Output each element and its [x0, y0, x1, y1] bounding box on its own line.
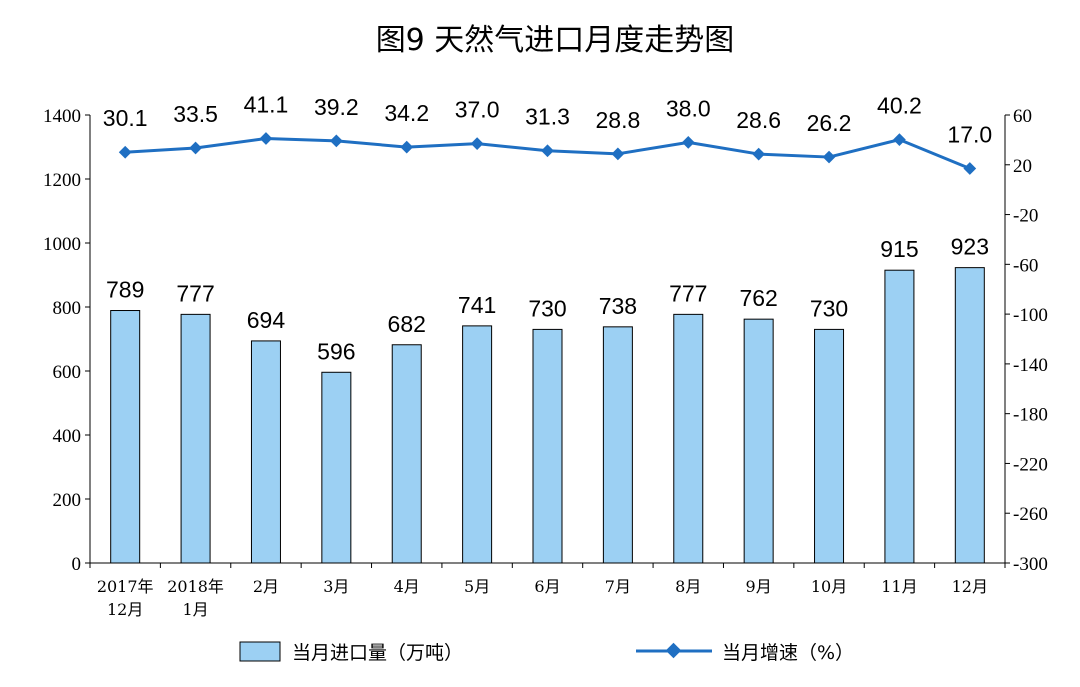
bar-data-label: 923: [951, 234, 989, 260]
y-right-tick-label: -100: [1013, 305, 1048, 326]
growth-data-label: 31.3: [525, 104, 570, 130]
bar: [462, 325, 493, 564]
growth-point: [189, 141, 202, 155]
x-tick-label: 5月: [464, 577, 490, 596]
growth-point: [329, 134, 343, 148]
growth-data-label: 37.0: [455, 97, 500, 123]
growth-point: [752, 147, 766, 161]
growth-data-label: 26.2: [807, 110, 852, 136]
bar: [954, 267, 985, 564]
legend: 当月进口量（万吨） 当月增速（%）: [239, 641, 854, 664]
growth-data-label: 41.1: [244, 92, 289, 118]
growth-point: [963, 162, 977, 175]
y-left-tick-label: 600: [53, 362, 82, 383]
bar-data-label: 777: [176, 280, 214, 306]
x-tick-label: 2月: [253, 577, 279, 596]
y-right-tick-label: -300: [1013, 554, 1048, 575]
growth-point: [893, 133, 906, 147]
growth-data-label: 28.8: [596, 107, 641, 133]
y-right-tick-label: -140: [1013, 355, 1048, 376]
bar-data-label: 682: [388, 311, 426, 337]
bar-data-label: 777: [669, 280, 707, 306]
y-left-tick-label: 1400: [43, 106, 81, 127]
bar-data-label: 789: [106, 277, 144, 303]
bar: [391, 344, 422, 564]
bar-data-label: 730: [810, 295, 848, 321]
x-tick-label: 9月: [746, 577, 772, 596]
y-right-tick-label: 60: [1013, 106, 1032, 127]
y-left-tick-label: 200: [53, 490, 82, 511]
growth-data-label: 34.2: [384, 100, 429, 126]
bar-data-label: 741: [458, 292, 496, 318]
x-tick-label: 12月: [952, 577, 988, 596]
growth-point: [400, 140, 414, 154]
bar: [814, 328, 845, 564]
y-right-tick-label: -220: [1013, 454, 1048, 475]
x-tick-label: 11月: [881, 577, 917, 596]
growth-point: [541, 144, 554, 158]
legend-line-marker: [665, 642, 682, 659]
legend-bar-label: 当月进口量（万吨）: [292, 642, 463, 664]
bar-data-label: 596: [317, 338, 355, 364]
x-tick-label: 10月: [811, 577, 847, 596]
growth-point: [118, 145, 132, 159]
y-right-tick-label: -260: [1013, 504, 1048, 525]
y-right-tick-label: -60: [1013, 255, 1038, 276]
bar: [250, 340, 281, 564]
bar: [110, 310, 141, 564]
x-tick-label: 3月: [323, 577, 349, 596]
bar: [321, 371, 352, 564]
y-left-tick-label: 1000: [43, 234, 81, 255]
y-left-tick-label: 400: [53, 426, 82, 447]
legend-bar-swatch: [239, 641, 281, 662]
growth-point: [822, 150, 836, 164]
bar-data-label: 730: [528, 295, 566, 321]
growth-data-label: 30.1: [103, 105, 148, 131]
plot-area: 0 200 400 600 800 1000 1200 1400 60 20 -20 -60 -100 -…: [43, 92, 1048, 619]
bar: [602, 326, 633, 564]
x-tick-label: 6月: [534, 577, 560, 596]
growth-data-label: 39.2: [314, 94, 359, 120]
growth-data-label: 28.6: [736, 107, 781, 133]
bar: [743, 318, 774, 564]
y-left-tick-label: 0: [72, 554, 82, 575]
bar: [884, 269, 915, 564]
x-tick-label: 4月: [394, 577, 420, 596]
y-right-tick-label: -180: [1013, 405, 1048, 426]
x-tick-label: 7月: [605, 577, 631, 596]
growth-point: [470, 137, 484, 150]
growth-point: [681, 136, 695, 149]
bar: [180, 313, 211, 564]
y-right-tick-label: 20: [1013, 156, 1032, 177]
x-tick-label: 2017年: [97, 577, 154, 596]
chart-title: 图9 天然气进口月度走势图: [376, 23, 735, 58]
legend-line-label: 当月增速（%）: [722, 642, 854, 664]
y-right-tick-label: -20: [1013, 206, 1038, 227]
growth-data-label: 33.5: [173, 101, 218, 127]
bar: [673, 313, 704, 564]
bar-data-label: 915: [880, 236, 918, 262]
x-tick-label: 8月: [675, 577, 701, 596]
x-tick-label: 12月: [107, 600, 143, 619]
growth-data-label: 40.2: [877, 93, 922, 119]
growth-point: [611, 147, 625, 161]
bar: [532, 328, 563, 564]
growth-data-label: 17.0: [947, 122, 992, 148]
y-left-tick-label: 800: [53, 298, 82, 319]
bar-data-label: 762: [739, 285, 777, 311]
bar-data-label: 738: [599, 293, 637, 319]
x-tick-label: 1月: [182, 600, 208, 619]
x-tick-label: 2018年: [167, 577, 224, 596]
growth-data-label: 38.0: [666, 95, 711, 121]
bar-data-label: 694: [247, 307, 286, 333]
y-left-tick-label: 1200: [43, 170, 81, 191]
growth-point: [259, 132, 273, 145]
